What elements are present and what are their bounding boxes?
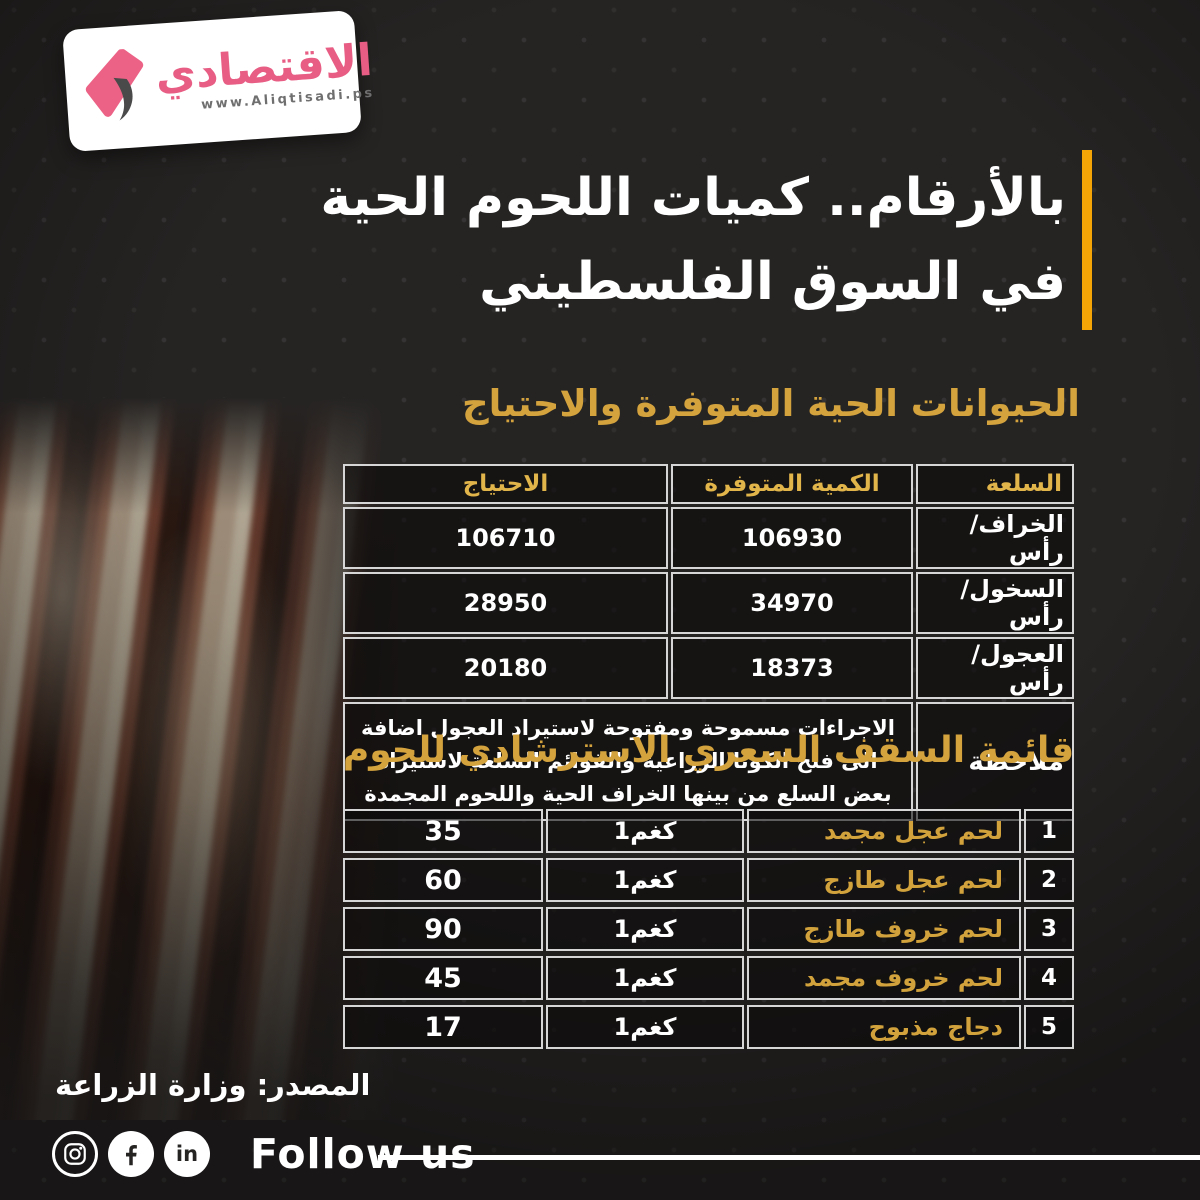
need-cell: 106710 [343,507,668,569]
price-cell: 17 [343,1005,543,1049]
meat-type-cell: لحم خروف مجمد [747,956,1021,1000]
page-title-line2: في السوق الفلسطيني [479,252,1066,312]
unit-value: 1كغم [613,964,677,992]
price-cell: 45 [343,956,543,1000]
facebook-icon [108,1131,154,1177]
livestock-section-heading: الحيوانات الحية المتوفرة والاحتياج [461,382,1080,425]
logo: الاقتصادي www.Aliqtisadi.ps [62,9,375,153]
meat-type-cell: لحم خروف طازج [747,907,1021,951]
row-number: 4 [1024,956,1074,1000]
commodity-cell: السخول/رأس [916,572,1074,634]
commodity-cell: الخراف/رأس [916,507,1074,569]
footer-divider-line [378,1155,1200,1160]
unit-cell: 1كغم [546,907,744,951]
table-row: 1 لحم عجل مجمد 1كغم 35 [343,809,1074,853]
footer: in Follow us [52,1126,476,1182]
price-ceiling-table: 1 لحم عجل مجمد 1كغم 35 2 لحم عجل طازج 1ك… [340,804,1077,1054]
photo-fade-overlay [0,398,398,1120]
page-title-line1: بالأرقام.. كميات اللحوم الحية [320,168,1066,228]
need-cell: 20180 [343,637,668,699]
unit-value: 1كغم [613,1013,677,1041]
table-row: 2 لحم عجل طازج 1كغم 60 [343,858,1074,902]
unit-cell: 1كغم [546,956,744,1000]
header-commodity: السلعة [916,464,1074,504]
row-number: 3 [1024,907,1074,951]
livestock-table: السلعة الكمية المتوفرة الاحتياج الخراف/ر… [340,461,1077,824]
unit-cell: 1كغم [546,809,744,853]
note-label: ملاحظة [916,702,1074,821]
row-number: 2 [1024,858,1074,902]
note-text: الاجراءات مسموحة ومفتوحة لاستيراد العجول… [343,702,913,821]
linkedin-icon: in [164,1131,210,1177]
note-row: ملاحظة الاجراءات مسموحة ومفتوحة لاستيراد… [343,702,1074,821]
unit-value: 1كغم [613,866,677,894]
follow-us-label: Follow us [250,1130,476,1178]
meat-carcass-photo [0,398,398,1120]
instagram-icon [52,1131,98,1177]
unit-value: 1كغم [613,915,677,943]
header-need: الاحتياج [343,464,668,504]
price-cell: 60 [343,858,543,902]
table-row: الخراف/رأس 106930 106710 [343,507,1074,569]
commodity-cell: العجول/رأس [916,637,1074,699]
row-number: 5 [1024,1005,1074,1049]
meat-type-cell: لحم عجل طازج [747,858,1021,902]
need-cell: 28950 [343,572,668,634]
available-cell: 106930 [671,507,913,569]
page-title: بالأرقام.. كميات اللحوم الحية في السوق ا… [320,150,1092,330]
row-number: 1 [1024,809,1074,853]
table-row: 5 دجاج مذبوح 1كغم 17 [343,1005,1074,1049]
header-available-qty: الكمية المتوفرة [671,464,913,504]
table-row: السخول/رأس 34970 28950 [343,572,1074,634]
price-cell: 90 [343,907,543,951]
brand-arrow-icon [82,48,149,128]
unit-value: 1كغم [613,817,677,845]
price-section-heading: قائمة السقف السعري الاسترشادي للحوم [342,730,1075,771]
table-row: 3 لحم خروف طازج 1كغم 90 [343,907,1074,951]
meat-type-cell: لحم عجل مجمد [747,809,1021,853]
available-cell: 18373 [671,637,913,699]
price-cell: 35 [343,809,543,853]
livestock-header-row: السلعة الكمية المتوفرة الاحتياج [343,464,1074,504]
unit-cell: 1كغم [546,1005,744,1049]
table-row: 4 لحم خروف مجمد 1كغم 45 [343,956,1074,1000]
available-cell: 34970 [671,572,913,634]
table-row: العجول/رأس 18373 20180 [343,637,1074,699]
meat-type-cell: دجاج مذبوح [747,1005,1021,1049]
unit-cell: 1كغم [546,858,744,902]
source-credit: المصدر: وزارة الزراعة [55,1068,371,1102]
logo-text-block: الاقتصادي www.Aliqtisadi.ps [154,35,375,116]
